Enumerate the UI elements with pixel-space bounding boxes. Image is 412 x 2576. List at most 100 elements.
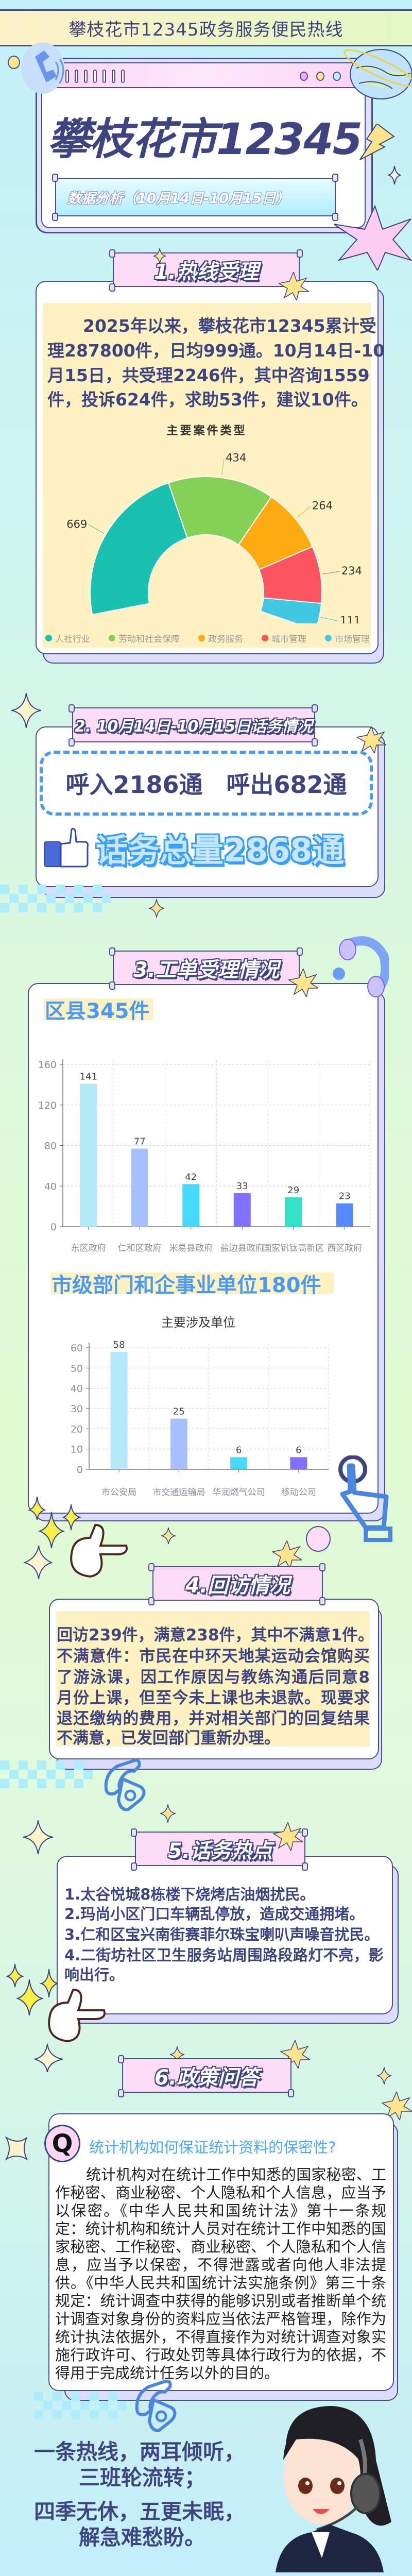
- pie-data-label: 234: [341, 565, 362, 577]
- bar-pill-icon: [121, 70, 125, 83]
- y-tick-label: 80: [44, 1141, 57, 1152]
- section1-heading-tag: 1.热线受理: [113, 252, 300, 287]
- section1-text-line: 件，投诉624件，求助53件，建议10件。: [47, 389, 368, 410]
- bar-pill-icon: [75, 70, 78, 83]
- star-icon: [273, 1822, 303, 1851]
- section4-text-line: 不满意件：市民在中环天地某运动会馆购买: [57, 1647, 370, 1666]
- legend-item[interactable]: 人社行业: [45, 632, 90, 645]
- bar: [110, 1351, 128, 1469]
- bar-pill-icon: [112, 70, 115, 83]
- legend-item[interactable]: 市场管理: [325, 632, 370, 645]
- corner-handle: [319, 1563, 325, 1571]
- section3-card: [28, 983, 379, 1514]
- section6-heading-tag: 6.政策问答: [122, 2058, 291, 2093]
- case-type-pie-chart: 669 434 264 234 111: [66, 451, 362, 623]
- legend-item[interactable]: 城市管理: [262, 632, 306, 645]
- pointing-hand-sparkles-icon: [6, 1964, 106, 2072]
- x-category-label: 东区政府: [71, 1243, 106, 1253]
- corner-handle: [148, 1563, 154, 1571]
- section5-heading: 5.话务热点: [167, 1839, 273, 1863]
- legend-item[interactable]: 政务服务: [198, 632, 243, 645]
- star-icon: [278, 272, 309, 300]
- pie-chart-title: 主要案件类型: [166, 425, 247, 437]
- window-dot-cyan-icon: [333, 72, 341, 81]
- answer-text-line: 规定：统计调查中获得的能够识别或者推断单个统: [55, 2292, 386, 2310]
- section4-text-line: 回访239件，满意238件，其中不满意1件。: [57, 1626, 374, 1645]
- x-category-label: 西区政府: [327, 1243, 362, 1253]
- pie-label-line: [322, 571, 340, 574]
- pie-label-line: [221, 458, 225, 476]
- pie-data-label: 111: [340, 615, 360, 623]
- calls-box: 呼入2186通 呼出682通: [40, 751, 373, 816]
- sparkle-icon: [377, 2067, 391, 2084]
- slogan-line: 一条热线，两耳倾听，: [34, 2439, 245, 2464]
- bar-value-label: 25: [173, 1406, 185, 1417]
- x-category-label: 市公安局: [101, 1487, 136, 1498]
- hero-title: 攀枝花市12345: [47, 114, 363, 164]
- bar: [290, 1457, 307, 1469]
- pie-legend: 人社行业 劳动和社会保障 政务服务 城市管理 市场管理: [45, 632, 370, 645]
- bar-pill-icon: [102, 70, 106, 83]
- answer-text-line: 家秘密、工作秘密、商业秘密、个人隐私和个人信: [55, 2238, 386, 2256]
- pie-label-line: [297, 506, 311, 518]
- legend-label: 政务服务: [208, 634, 243, 645]
- corner-handle: [312, 704, 318, 713]
- y-tick-label: 20: [71, 1423, 83, 1435]
- hero-window: 攀枝花市12345 数据分析（10月14日-10月15日）: [41, 62, 366, 228]
- section4-heading-tag: 4.回访情况: [152, 1566, 323, 1601]
- corner-handle: [148, 1597, 154, 1605]
- pie-label-line: [89, 524, 104, 534]
- y-tick-label: 160: [38, 1059, 57, 1071]
- answer-text-line: 供。《中华人民共和国统计法实施条例》第三十条: [55, 2274, 386, 2292]
- pointer-hand-icon: [338, 1455, 392, 1542]
- bar: [182, 1184, 200, 1227]
- sparkle-icon: [160, 1804, 176, 1823]
- section5-card: [57, 1856, 393, 2014]
- pie-label-line: [321, 617, 339, 622]
- y-tick-label: 60: [71, 1343, 83, 1354]
- total-calls: 话务总量2868通: [96, 832, 345, 869]
- bar-pill-icon: [65, 70, 69, 83]
- hotspot-item: 3.仁和区宝兴南街赛菲尔珠宝喇叭声噪音扰民。: [64, 1926, 380, 1943]
- pie-data-label: 669: [66, 518, 87, 530]
- corner-handle: [109, 283, 115, 292]
- bar-value-label: 141: [80, 1071, 97, 1082]
- pie-slice: [90, 482, 188, 616]
- bar-pill-icon: [93, 70, 97, 83]
- pie-data-label: 264: [312, 500, 333, 512]
- section1-text-line: 2025年以来，攀枝花市12345累计受: [83, 316, 376, 336]
- total-calls-banner: 话务总量2868通: [96, 824, 364, 871]
- x-category-label: 仁和区政府: [118, 1243, 162, 1253]
- corner-handle: [52, 174, 58, 182]
- policy-question: 统计机构如何保证统计资料的保密性?: [89, 2139, 336, 2156]
- legend-label: 市场管理: [335, 634, 370, 645]
- sparkle-icon: [161, 1528, 176, 1544]
- hotspot-item-continued: 响出行。: [64, 1966, 125, 1984]
- y-tick-label: 10: [71, 1444, 83, 1455]
- telephone-outline-icon: [104, 1758, 146, 1811]
- hotspot-item: 4.二街坊社区卫生服务站周围路段路灯不亮，影: [64, 1946, 384, 1964]
- section4-text-line: 退还缴纳的费用，并对相关部门的回复结果: [57, 1709, 370, 1728]
- checker-pattern-decoration: [34, 2392, 127, 2419]
- legend-dot-icon: [109, 635, 115, 641]
- window-dot-yellow-icon: [316, 72, 324, 81]
- section2-heading: 2. 10月14日-10月15日话务情况: [74, 718, 313, 736]
- pie-slice: [260, 597, 322, 623]
- legend-item[interactable]: 劳动和社会保障: [109, 632, 180, 645]
- corner-handle: [68, 738, 75, 747]
- corner-handle: [319, 1597, 325, 1605]
- bar-value-label: 77: [134, 1136, 146, 1147]
- slogan-line: 解急难愁盼。: [79, 2525, 205, 2550]
- x-category-label: 移动公司: [281, 1487, 316, 1498]
- star-icon: [381, 2092, 412, 2120]
- legend-dot-icon: [198, 635, 205, 641]
- city-unit-bar-chart: 0 10 20 30 40 50 60 58 市公安局 25 市交通运输局 6 华润燃气公司 6 移动公司: [71, 1340, 329, 1498]
- telephone-handset-icon: [333, 936, 389, 997]
- corner-handle: [131, 1828, 137, 1837]
- corner-handle: [297, 249, 303, 258]
- hero-window-titlebar: [42, 63, 365, 88]
- star-icon: [272, 1540, 302, 1569]
- bar: [230, 1457, 248, 1469]
- sparkle-icon: [153, 248, 166, 264]
- customer-service-agent-illustration: [276, 2406, 391, 2572]
